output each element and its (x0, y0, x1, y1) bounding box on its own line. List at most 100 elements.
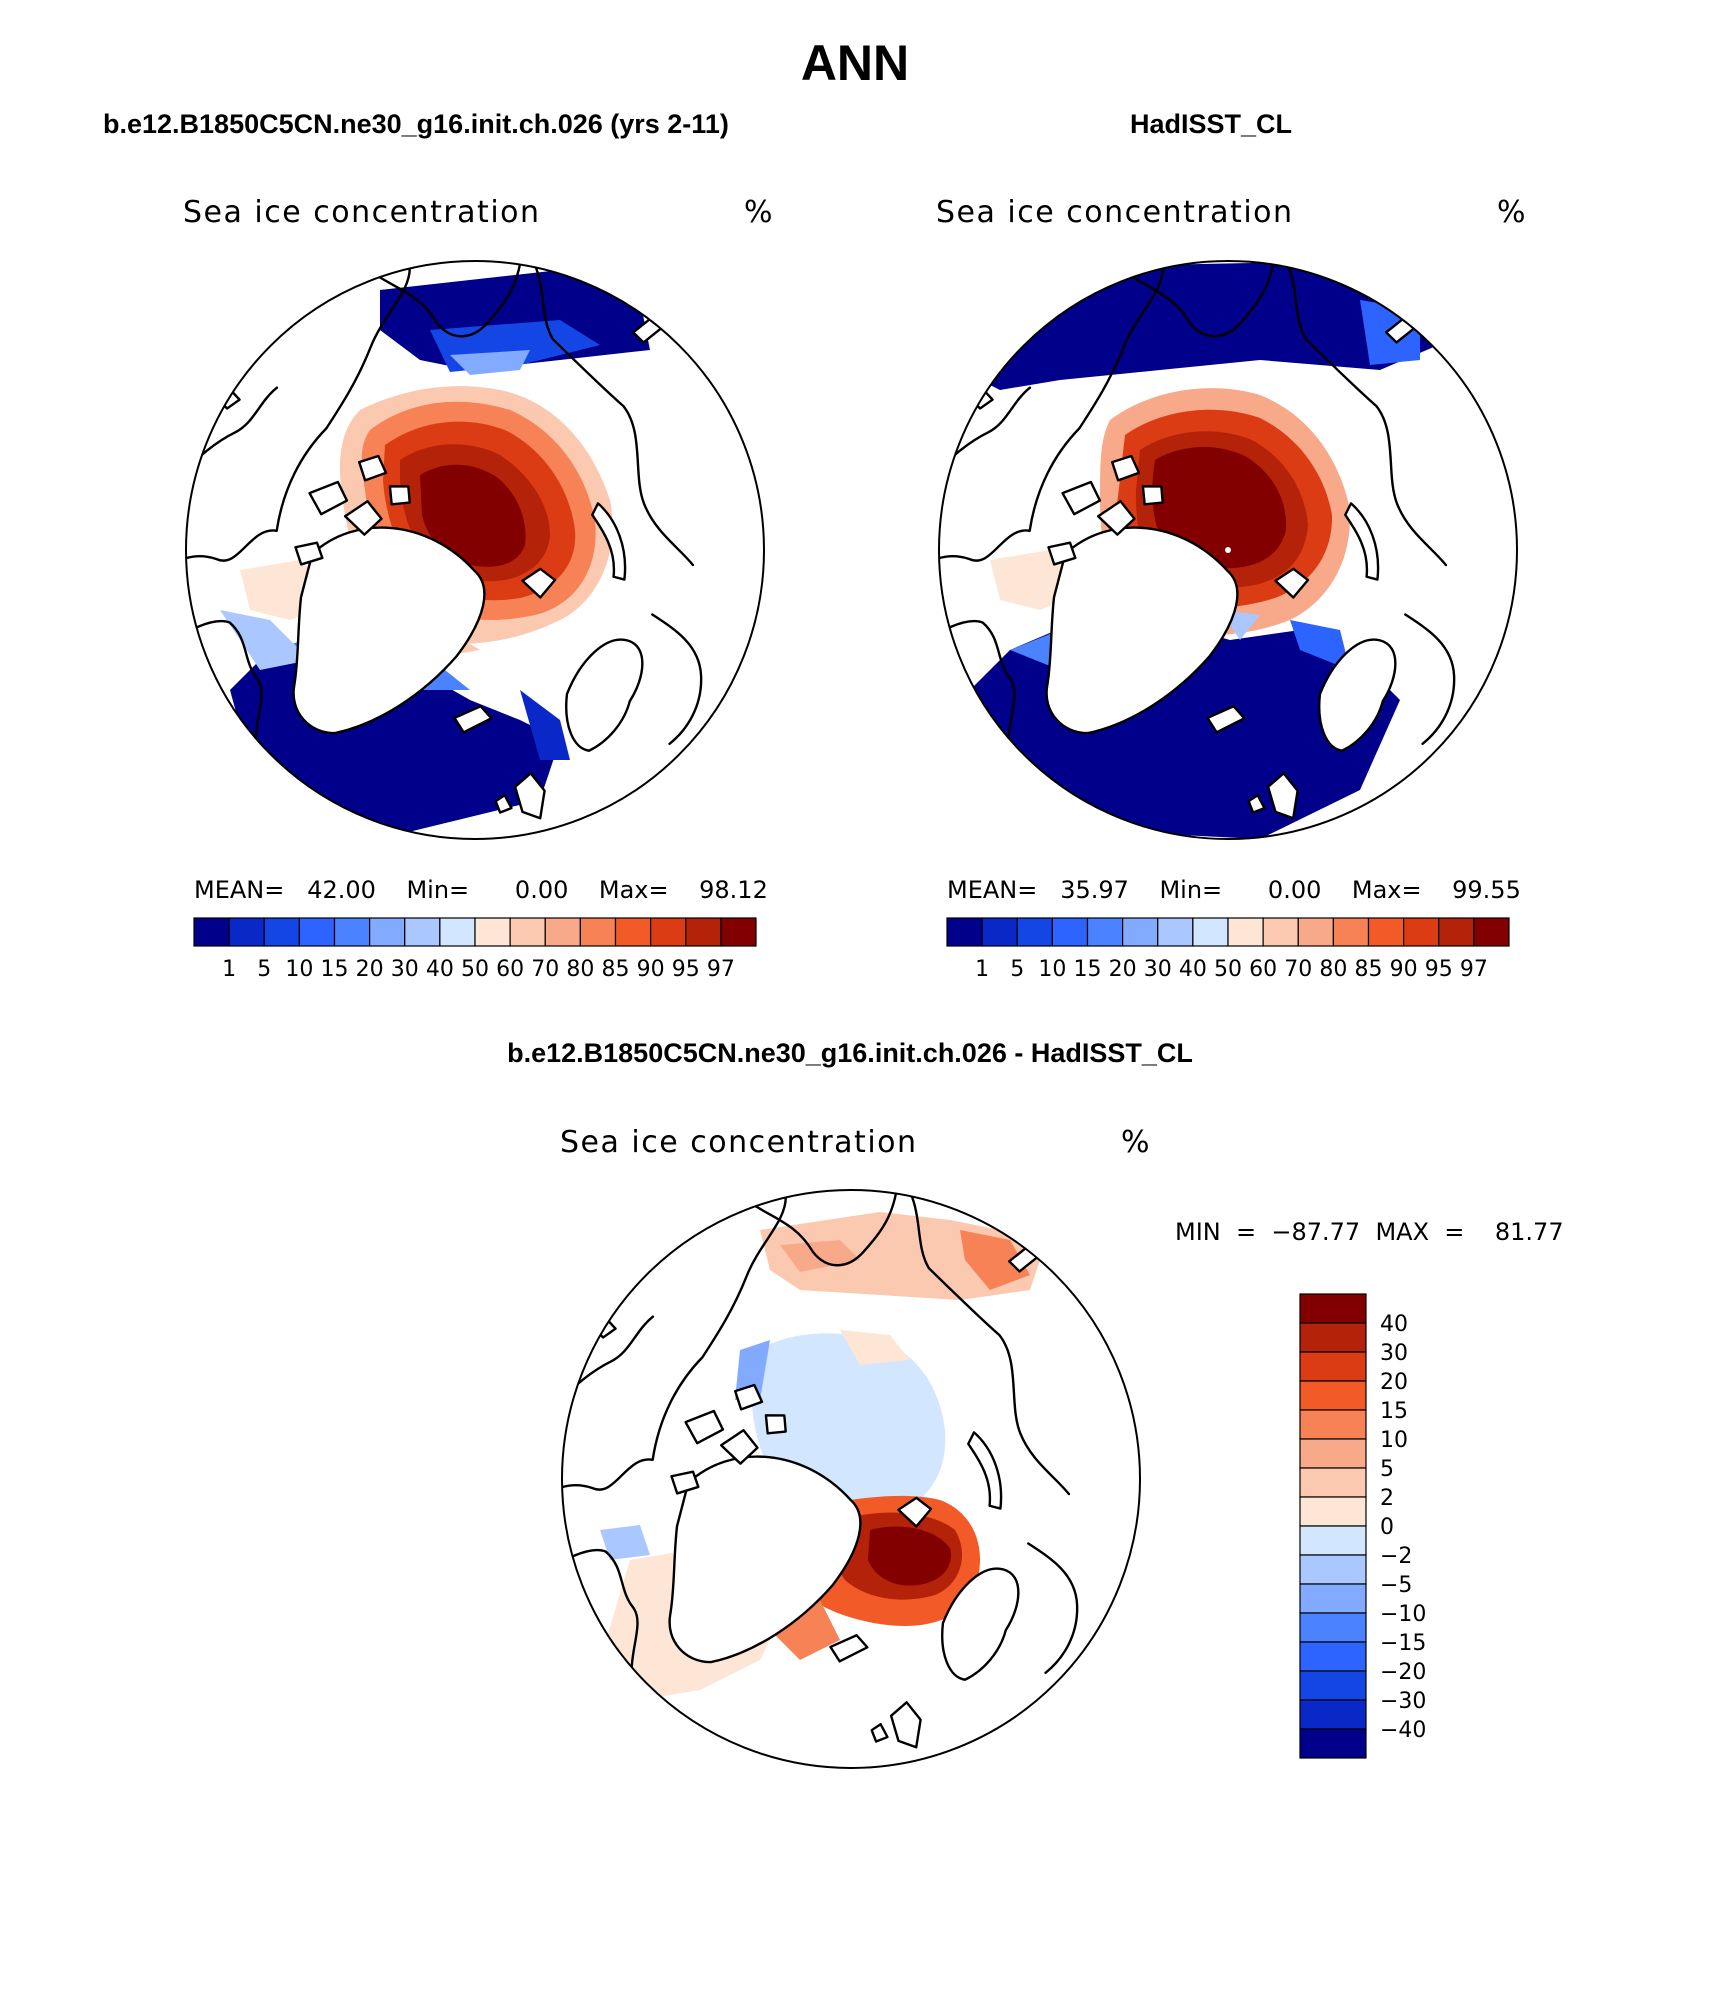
colorbar-tick-label: 20 (1380, 1370, 1408, 1395)
colorbar-swatch (1299, 1525, 1367, 1556)
colorbar-tick-label: −2 (1380, 1544, 1412, 1569)
colorbar-tick-label: 50 (1214, 957, 1242, 982)
colorbar-swatch (509, 917, 546, 947)
colorbar-tick-label: 90 (637, 957, 665, 982)
panel-obs: HadISST_CL Sea ice concentration % (936, 109, 1526, 982)
panel-diff-map (562, 1190, 1140, 1768)
colorbar-swatch (1016, 917, 1053, 947)
colorbar-swatch (369, 917, 406, 947)
colorbar-swatch (1299, 1699, 1367, 1730)
colorbar-tick-label: 15 (1074, 957, 1102, 982)
panel-diff-header: b.e12.B1850C5CN.ne30_g16.init.ch.026 - H… (507, 1038, 1193, 1068)
colorbar-swatch (263, 917, 300, 947)
panel-diff: b.e12.B1850C5CN.ne30_g16.init.ch.026 - H… (507, 1038, 1564, 1769)
colorbar-tick-label: 5 (1380, 1457, 1394, 1482)
colorbar-swatch (474, 917, 511, 947)
colorbar-tick-label: −20 (1380, 1660, 1426, 1685)
panel-obs-map (939, 261, 1517, 839)
colorbar-swatch (650, 917, 687, 947)
colorbar-tick-label: −15 (1380, 1631, 1426, 1656)
colorbar-tick-label: 40 (1380, 1312, 1408, 1337)
panel-obs-subtitle: Sea ice concentration (936, 195, 1294, 230)
colorbar-tick-label: 10 (1380, 1428, 1408, 1453)
colorbar-swatch (1299, 1496, 1367, 1527)
colorbar-tick-label: 85 (1355, 957, 1383, 982)
colorbar-tick-label: 5 (257, 957, 271, 982)
panel-model-map (186, 261, 764, 839)
colorbar-swatch (544, 917, 581, 947)
colorbar-swatch (1227, 917, 1264, 947)
colorbar-swatch (1299, 1554, 1367, 1585)
panel-obs-header: HadISST_CL (1130, 109, 1292, 139)
colorbar-tick-label: 40 (426, 957, 454, 982)
colorbar-swatch (1299, 1670, 1367, 1701)
colorbar-tick-label: −10 (1380, 1602, 1426, 1627)
colorbar-tick-label: 2 (1380, 1486, 1394, 1511)
colorbar-tick-label: 97 (1460, 957, 1488, 982)
colorbar-swatch (981, 917, 1018, 947)
colorbar-tick-label: 95 (672, 957, 700, 982)
colorbar-tick-label: 10 (1038, 957, 1066, 982)
colorbar-tick-label: 60 (1249, 957, 1277, 982)
colorbar-tick-label: −40 (1380, 1718, 1426, 1743)
panel-diff-subtitle: Sea ice concentration (560, 1125, 918, 1160)
colorbar-tick-label: 50 (461, 957, 489, 982)
colorbar-swatch (1299, 1612, 1367, 1643)
panel-model: b.e12.B1850C5CN.ne30_g16.init.ch.026 (yr… (103, 109, 773, 982)
colorbar-swatch (1086, 917, 1124, 947)
colorbar-swatch (1122, 917, 1159, 947)
colorbar-swatch (946, 917, 983, 947)
colorbar-tick-label: 90 (1390, 957, 1418, 982)
colorbar-tick-label: 95 (1425, 957, 1453, 982)
colorbar-swatch (1051, 917, 1089, 947)
colorbar-swatch (1367, 917, 1405, 947)
colorbar-swatch (1299, 1322, 1367, 1353)
panel-model-subtitle: Sea ice concentration (183, 195, 541, 230)
colorbar-swatch (1438, 917, 1475, 947)
colorbar-tick-label: 1 (975, 957, 989, 982)
panel-model-units: % (744, 195, 773, 230)
colorbar-swatch (1192, 917, 1229, 947)
colorbar-swatch (1262, 917, 1299, 947)
colorbar-swatch (404, 917, 441, 947)
colorbar-swatch (333, 917, 371, 947)
colorbar-swatch (1297, 917, 1334, 947)
colorbar-tick-label: 0 (1380, 1515, 1394, 1540)
main-title: ANN (801, 35, 909, 91)
colorbar-tick-label: 30 (391, 957, 419, 982)
colorbar-swatch (1299, 1467, 1367, 1498)
colorbar-tick-label: 5 (1010, 957, 1024, 982)
colorbar-tick-label: 60 (496, 957, 524, 982)
colorbar-swatch (193, 917, 230, 947)
colorbar-swatch (1473, 917, 1510, 947)
panel-obs-units: % (1497, 195, 1526, 230)
colorbar-swatch (1299, 1409, 1367, 1440)
colorbar-swatch (1299, 1380, 1367, 1411)
colorbar-swatch (720, 917, 757, 947)
colorbar-swatch (228, 917, 265, 947)
colorbar-tick-label: 70 (1284, 957, 1312, 982)
colorbar-tick-label: 15 (321, 957, 349, 982)
colorbar-swatch (1299, 1583, 1367, 1614)
colorbar-tick-label: −5 (1380, 1573, 1412, 1598)
colorbar-swatch (1299, 1351, 1367, 1382)
colorbar-swatch (298, 917, 336, 947)
panel-model-stats: MEAN= 42.00 Min= 0.00 Max= 98.12 (194, 876, 768, 904)
colorbar-swatch (685, 917, 722, 947)
colorbar-swatch (1157, 917, 1194, 947)
colorbar-tick-label: 1 (222, 957, 236, 982)
colorbar-tick-label: 85 (602, 957, 630, 982)
colorbar-tick-label: 70 (531, 957, 559, 982)
panel-diff-units: % (1121, 1125, 1150, 1160)
colorbar-tick-label: 15 (1380, 1399, 1408, 1424)
panel-obs-stats: MEAN= 35.97 Min= 0.00 Max= 99.55 (947, 876, 1521, 904)
panel-model-header: b.e12.B1850C5CN.ne30_g16.init.ch.026 (yr… (103, 109, 729, 139)
colorbar-swatch (439, 917, 476, 947)
colorbar-tick-label: 20 (356, 957, 384, 982)
colorbar-swatch (579, 917, 617, 947)
panel-obs-colorbar: 1 5 10 15 20 30 40 50 60 70 80 85 90 95 97 (946, 917, 1510, 982)
colorbar-swatch (614, 917, 652, 947)
panel-diff-minmax: MIN = −87.77 MAX = 81.77 (1175, 1218, 1564, 1246)
panel-model-colorbar: 1 5 10 15 20 30 40 50 60 70 80 85 90 95 97 (193, 917, 757, 982)
